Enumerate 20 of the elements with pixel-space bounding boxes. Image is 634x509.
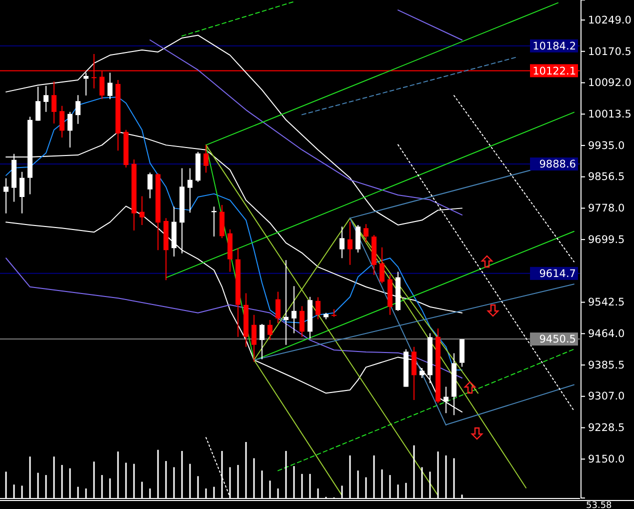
ref-line-label: 9888.6 [539, 158, 576, 171]
y-tick-label: 10092.0 [588, 77, 632, 90]
y-tick-label: 9778.0 [588, 202, 625, 215]
y-tick-label: 9385.5 [588, 359, 625, 372]
y-tick-label: 9150.0 [588, 453, 625, 466]
y-tick-label: 9542.5 [588, 296, 625, 309]
text: 53.58 [586, 501, 612, 509]
y-tick-label: 9228.5 [588, 422, 625, 434]
y-tick-label: 9856.5 [588, 171, 625, 184]
y-tick-label: 9307.0 [588, 390, 625, 403]
ref-line-label: 9450.5 [539, 334, 576, 346]
y-tick-label: 9464.0 [588, 328, 625, 340]
y-tick-label: 10249.0 [588, 14, 632, 26]
ref-line-label: 10122.1 [532, 65, 576, 78]
y-tick-label: 10013.5 [588, 108, 632, 120]
y-tick-label: 10170.5 [588, 46, 632, 58]
ref-line-label: 10184.2 [532, 40, 576, 53]
y-tick-label: 9935.0 [588, 140, 625, 152]
ref-line-label: 9614.7 [539, 268, 576, 280]
y-tick-label: 9699.5 [588, 234, 625, 246]
